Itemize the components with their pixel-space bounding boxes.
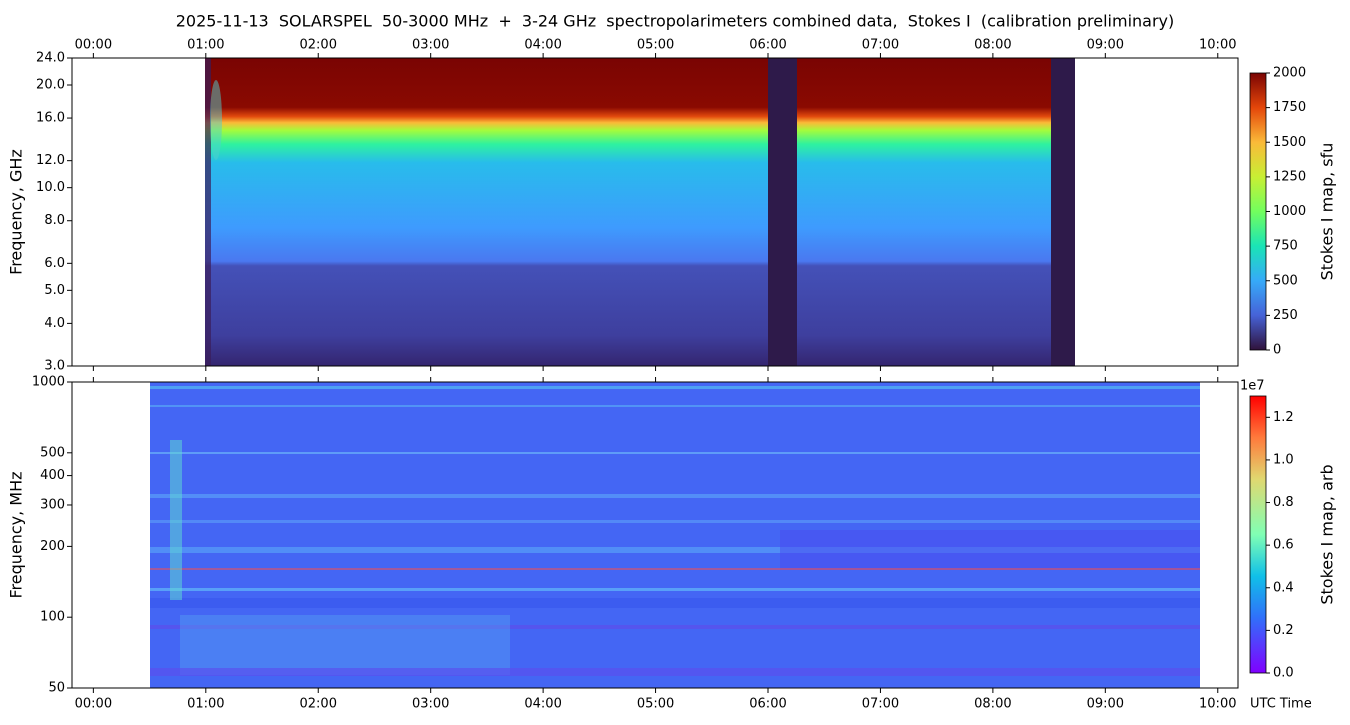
colorbar-tick-label: 1750 (1273, 100, 1306, 115)
x-tick-label: 00:00 (75, 697, 112, 712)
x-tick-label: 03:00 (412, 697, 449, 712)
colorbar-tick-label: 0 (1273, 343, 1281, 358)
x-tick-label: 05:00 (637, 697, 674, 712)
colorbar-fills (1249, 72, 1267, 674)
plot-frame (71, 57, 1239, 367)
y-axis-label: Frequency, MHz (7, 471, 26, 598)
colorbar-tick-label: 0.4 (1273, 580, 1294, 595)
x-tick-label: 04:00 (524, 38, 561, 53)
x-tick-label: 05:00 (637, 38, 674, 53)
y-tick-label: 100 (40, 610, 65, 625)
x-tick-label: 00:00 (75, 38, 112, 53)
colorbar-tick-label: 0.8 (1273, 495, 1294, 510)
colorbar-tick-label: 0.0 (1273, 666, 1294, 681)
colorbar-tick-label: 2000 (1273, 66, 1306, 81)
spectrogram-ghz (205, 58, 1075, 366)
x-tick-label: 01:00 (187, 38, 224, 53)
y-tick-label: 24.0 (36, 51, 65, 66)
x-tick-label: 08:00 (974, 697, 1011, 712)
y-tick-label: 16.0 (36, 111, 65, 126)
plot-frame (71, 381, 1239, 689)
x-tick-label: 04:00 (524, 697, 561, 712)
y-tick-label: 300 (40, 497, 65, 512)
x-tick-label: 07:00 (862, 697, 899, 712)
y-tick-label: 10.0 (36, 180, 65, 195)
chart-title: 2025-11-13 SOLARSPEL 50-3000 MHz + 3-24 … (176, 12, 1175, 31)
x-tick-label: 07:00 (862, 38, 899, 53)
colorbar-tick-label: 0.6 (1273, 538, 1294, 553)
y-tick-label: 1000 (32, 375, 65, 390)
colorbar-tick-label: 750 (1273, 239, 1298, 254)
colorbar-tick-label: 250 (1273, 308, 1298, 323)
colorbar-tick-label: 1250 (1273, 169, 1306, 184)
y-tick-label: 20.0 (36, 78, 65, 93)
x-tick-label: 01:00 (187, 697, 224, 712)
x-tick-label: 09:00 (1087, 697, 1124, 712)
x-tick-label: 09:00 (1087, 38, 1124, 53)
x-tick-label: 02:00 (300, 38, 337, 53)
colorbar-tick-label: 1500 (1273, 135, 1306, 150)
y-tick-label: 200 (40, 539, 65, 554)
x-axis-label: UTC Time (1250, 697, 1312, 712)
colorbar-tick-label: 1000 (1273, 204, 1306, 219)
y-tick-label: 4.0 (44, 316, 65, 331)
colorbar-tick-label: 1.2 (1273, 410, 1294, 425)
colorbar-tick-label: 1.0 (1273, 452, 1294, 467)
spectrogram-mhz (150, 382, 1200, 688)
x-tick-label: 08:00 (974, 38, 1011, 53)
y-tick-label: 3.0 (44, 359, 65, 374)
x-tick-label: 06:00 (749, 38, 786, 53)
colorbar-label: Stokes I map, arb (1318, 464, 1337, 604)
x-tick-label: 10:00 (1199, 38, 1236, 53)
x-tick-label: 06:00 (749, 697, 786, 712)
colorbar-label: Stokes I map, sfu (1318, 143, 1337, 281)
colorbar-offset: 1e7 (1240, 379, 1265, 394)
y-tick-label: 6.0 (44, 256, 65, 271)
x-tick-label: 10:00 (1199, 697, 1236, 712)
y-tick-label: 50 (48, 681, 65, 696)
y-tick-label: 8.0 (44, 213, 65, 228)
x-tick-label: 03:00 (412, 38, 449, 53)
y-axis-label: Frequency, GHz (7, 149, 26, 275)
y-tick-label: 12.0 (36, 153, 65, 168)
colorbar-tick-label: 0.2 (1273, 623, 1294, 638)
y-tick-label: 500 (40, 445, 65, 460)
y-tick-label: 5.0 (44, 283, 65, 298)
y-tick-label: 400 (40, 468, 65, 483)
colorbar-tick-label: 500 (1273, 273, 1298, 288)
x-tick-label: 02:00 (300, 697, 337, 712)
